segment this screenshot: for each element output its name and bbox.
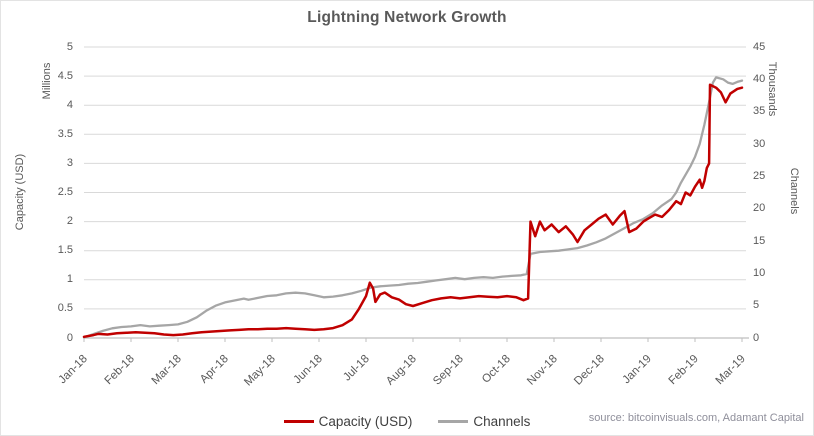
left-axis-tick-label: 4 [66, 98, 73, 111]
legend-label-capacity: Capacity (USD) [318, 413, 413, 429]
right-axis-tick-label: 35 [753, 105, 766, 118]
right-axis-tick-label: 40 [753, 72, 766, 85]
right-axis-tick-label: 15 [753, 234, 766, 247]
right-axis-tick-label: 10 [753, 266, 766, 279]
left-axis-tick-label: 3 [66, 156, 73, 169]
right-axis-tick-label: 20 [753, 202, 766, 215]
left-axis-tick-label: 1.5 [57, 244, 73, 257]
left-axis-tick-label: 2 [66, 215, 73, 228]
left-axis-tick-label: 0 [66, 331, 73, 344]
left-axis-tick-label: 0.5 [57, 302, 73, 315]
capacity-line [82, 83, 744, 339]
chart-title: Lightning Network Growth [307, 9, 507, 26]
right-axis-tick-label: 25 [753, 169, 766, 182]
legend-label-channels: Channels [473, 413, 531, 429]
left-axis-tick-label: 4.5 [57, 69, 73, 82]
right-axis-tick-label: 30 [753, 137, 766, 150]
channels-line-swatch [438, 419, 469, 423]
legend-item-channels: Channels [438, 414, 530, 429]
left-axis-tick-label: 1 [66, 273, 73, 286]
capacity-line-swatch [283, 419, 314, 423]
right-axis-tick-label: 5 [753, 299, 760, 312]
left-axis-tick-label: 3.5 [57, 127, 73, 140]
right-axis-tick-label: 45 [753, 40, 766, 53]
right-axis-tick-label: 0 [753, 331, 760, 344]
channels-line [82, 76, 744, 339]
left-axis-tick-label: 5 [66, 40, 73, 53]
left-axis-tick-label: 2.5 [57, 186, 73, 198]
chart-legend: Capacity (USD) Channels [1, 410, 813, 432]
source-attribution: source: bitcoinvisuals.com, Adamant Capi… [588, 412, 804, 424]
legend-item-capacity: Capacity (USD) [283, 413, 413, 429]
